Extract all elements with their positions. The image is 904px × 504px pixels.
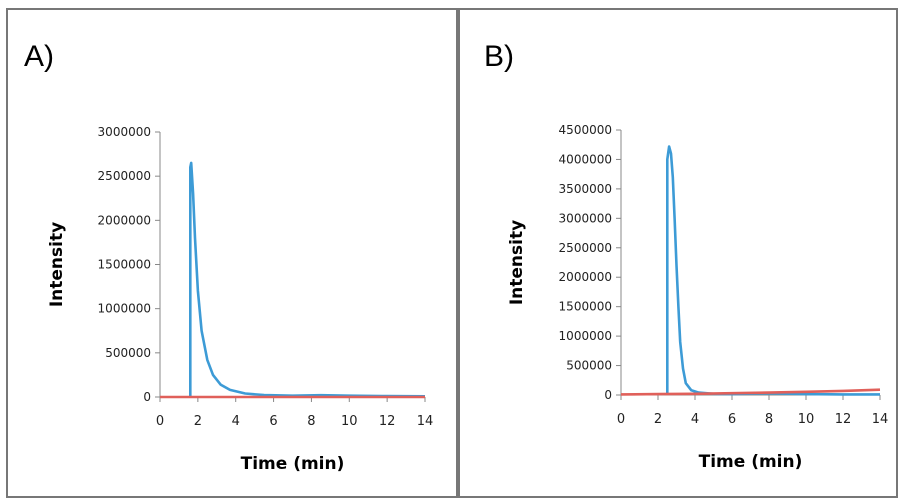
panel-a-label: A) <box>24 40 54 73</box>
panel-b-frame <box>458 8 898 498</box>
panel-a-frame <box>6 8 458 498</box>
panel-b-label: B) <box>484 40 514 73</box>
